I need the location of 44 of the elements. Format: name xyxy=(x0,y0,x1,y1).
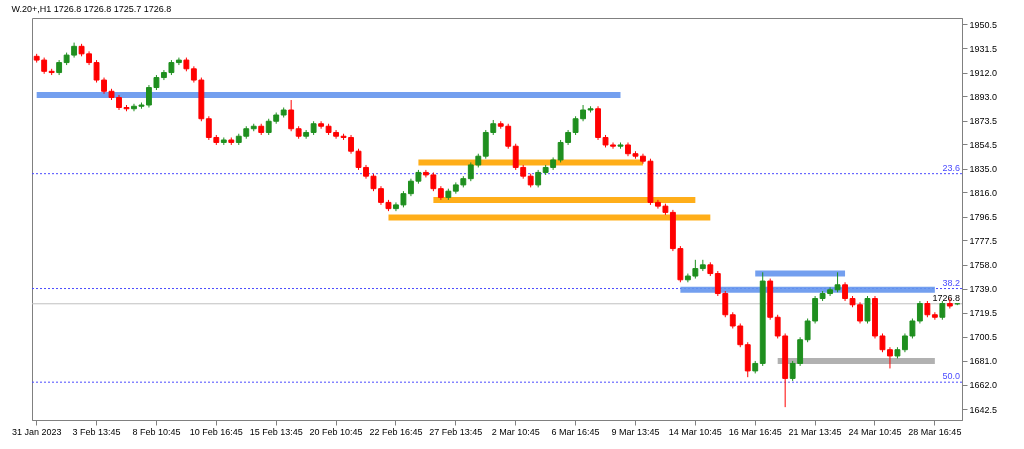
y-tick-label: 1873.5 xyxy=(969,116,998,127)
y-tick-label: 1739.0 xyxy=(969,284,998,295)
y-tick-label: 1796.5 xyxy=(969,212,998,223)
x-tick-label: 8 Feb 10:45 xyxy=(132,426,181,437)
chart-title: W.20+,H1 1726.8 1726.8 1725.7 1726.8 xyxy=(11,4,172,14)
annotation: 38.2 xyxy=(942,277,960,288)
y-tick-label: 1719.5 xyxy=(969,308,998,319)
annotation: 50.0 xyxy=(942,371,960,382)
y-tick-label: 1642.5 xyxy=(969,404,998,415)
y-tick-label: 1662.0 xyxy=(969,380,998,391)
x-tick-label: 24 Mar 10:45 xyxy=(848,426,902,437)
x-tick-label: 31 Jan 2023 xyxy=(11,426,62,437)
x-tick-label: 22 Feb 16:45 xyxy=(369,426,423,437)
y-tick-label: 1854.5 xyxy=(969,139,998,150)
y-tick-label: 1681.0 xyxy=(969,356,998,367)
candlestick xyxy=(288,99,295,132)
x-tick-label: 10 Feb 16:45 xyxy=(189,426,243,437)
x-tick-label: 16 Mar 16:45 xyxy=(728,426,782,437)
y-tick-label: 1912.0 xyxy=(969,68,998,79)
x-tick-label: 14 Mar 10:45 xyxy=(668,426,722,437)
y-tick-label: 1777.5 xyxy=(969,235,998,246)
x-tick-label: 2 Mar 10:45 xyxy=(491,426,540,437)
candlestick xyxy=(916,300,923,324)
y-tick-label: 1758.0 xyxy=(969,260,998,271)
y-tick-label: 1835.0 xyxy=(969,164,998,175)
candlestick xyxy=(939,300,946,321)
y-tick-label: 1700.5 xyxy=(969,332,998,343)
ref-line-label: 1726.8 xyxy=(932,292,960,303)
y-tick-label: 1950.5 xyxy=(969,19,998,30)
x-tick-label: 21 Mar 13:45 xyxy=(788,426,842,437)
y-tick-label: 1931.5 xyxy=(969,43,998,54)
candlestick xyxy=(864,295,871,324)
y-tick-label: 1893.0 xyxy=(969,91,998,102)
x-tick-label: 3 Feb 13:45 xyxy=(72,426,121,437)
candlestick xyxy=(318,120,325,130)
x-tick-label: 6 Mar 16:45 xyxy=(551,426,600,437)
x-tick-label: 20 Feb 10:45 xyxy=(309,426,363,437)
y-tick-label: 1816.0 xyxy=(969,187,998,198)
annotation: 23.6 xyxy=(942,162,960,173)
x-tick-label: 27 Feb 13:45 xyxy=(429,426,483,437)
candlestick xyxy=(931,311,938,321)
x-tick-label: 28 Mar 16:45 xyxy=(908,426,962,437)
x-tick-label: 15 Feb 13:45 xyxy=(249,426,303,437)
x-tick-label: 9 Mar 13:45 xyxy=(611,426,660,437)
